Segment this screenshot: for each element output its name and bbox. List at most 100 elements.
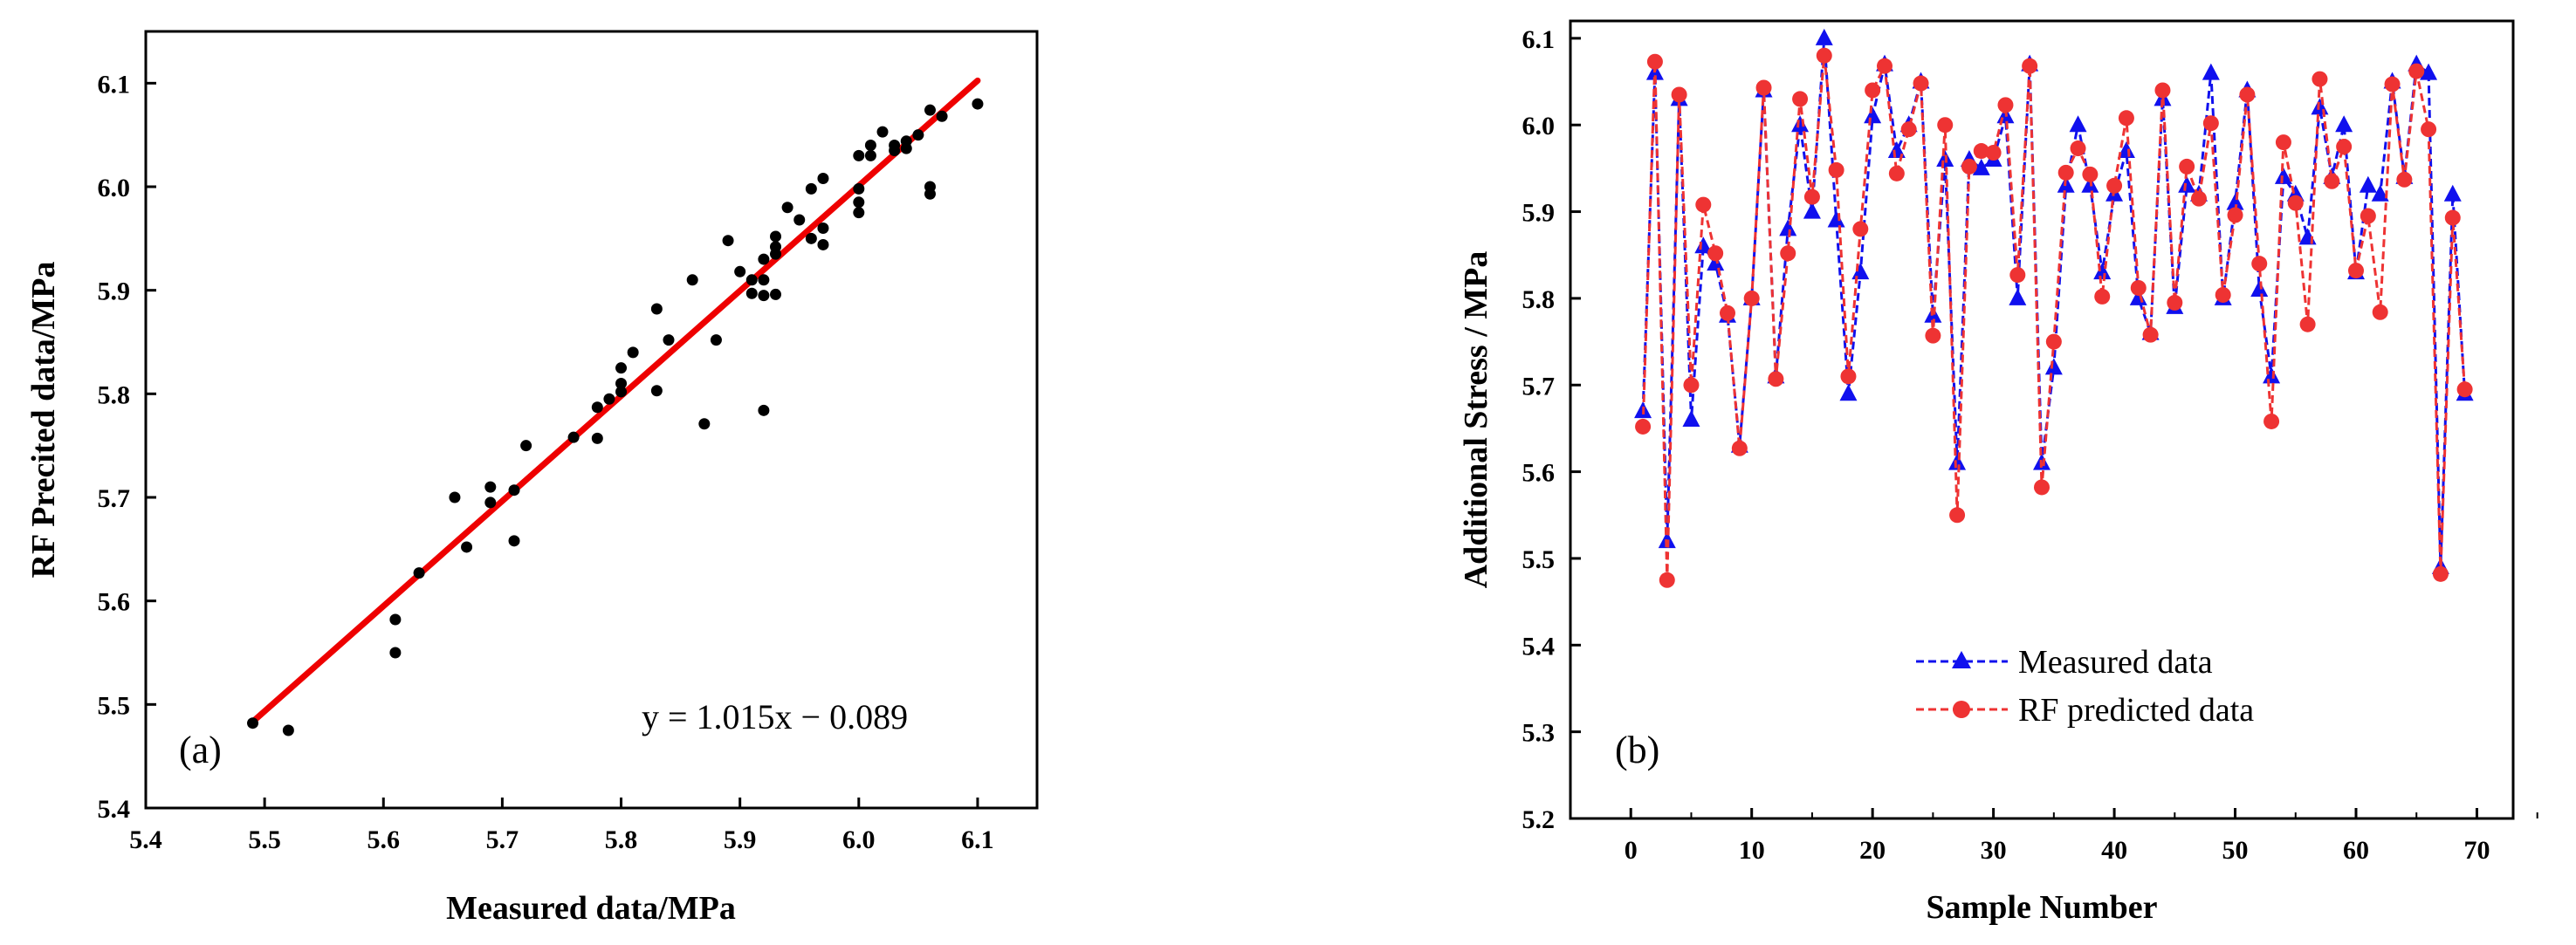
data-marker-circle	[1720, 305, 1735, 321]
scatter-point	[484, 481, 497, 493]
plot-frame	[1569, 19, 2515, 820]
x-tick-label: 5.5	[248, 825, 281, 854]
scatter-point	[686, 274, 698, 286]
panel-label: (b)	[1615, 729, 1659, 771]
scatter-point	[889, 144, 901, 156]
data-marker-triangle	[2359, 175, 2377, 193]
scatter-point	[853, 196, 865, 209]
data-marker-circle	[2045, 333, 2062, 350]
scatter-point	[650, 385, 663, 397]
x-tick-label: 30	[1981, 836, 2007, 865]
data-marker-circle	[2057, 164, 2074, 181]
data-marker-triangle	[2335, 115, 2353, 133]
data-marker-circle	[2106, 177, 2123, 194]
x-tick-label: 5.7	[486, 825, 519, 854]
scatter-point	[924, 188, 936, 200]
data-marker-triangle	[1948, 453, 1967, 470]
data-marker-circle	[2372, 304, 2388, 320]
scatter-point	[615, 386, 628, 398]
data-marker-triangle	[1972, 158, 1990, 175]
fit-line	[250, 77, 981, 725]
data-marker-circle	[1913, 75, 1929, 92]
y-tick-label: 5.2	[1522, 805, 1556, 834]
x-tick-label: 50	[2222, 836, 2249, 865]
data-marker-circle	[1671, 86, 1687, 103]
data-marker-circle	[2444, 209, 2461, 226]
x-tick-label: 70	[2463, 836, 2490, 865]
fit-equation: y = 1.015x − 0.089	[642, 697, 908, 736]
data-marker-circle	[2154, 82, 2171, 99]
data-marker-triangle	[1707, 254, 1725, 271]
data-marker-circle	[1937, 117, 1954, 134]
x-tick-label: 6.1	[961, 825, 994, 854]
series-line	[1641, 38, 2467, 567]
y-axis-ticks: 5.4 5.5 5.6 5.7 5.8 5.9 6.0 6.1	[98, 70, 156, 824]
data-marker-triangle	[2178, 175, 2196, 193]
scatter-point	[449, 491, 461, 503]
data-marker-circle	[1828, 161, 1844, 178]
scatter-point	[770, 288, 782, 300]
data-marker-circle	[2396, 171, 2413, 188]
scatter-point	[793, 214, 806, 226]
scatter-point	[615, 362, 628, 374]
series-predicted	[1635, 47, 2473, 588]
legend-label-measured: Measured data	[2018, 644, 2213, 681]
scatter-point	[389, 647, 402, 659]
line-panel: 0 10 20 30 40 50 60 70 5.2 5.3 5.4 5.5 5.6 5.7 5.8 5.9…	[1458, 19, 2538, 926]
scatter-point	[734, 265, 746, 277]
x-tick-label: 5.8	[605, 825, 638, 854]
data-marker-circle	[2312, 71, 2328, 87]
data-marker-circle	[2287, 195, 2304, 211]
data-marker-circle	[2275, 134, 2291, 151]
data-marker-circle	[1792, 91, 1809, 107]
scatter-point	[805, 232, 817, 244]
y-tick-label: 5.5	[1522, 545, 1556, 574]
scatter-point	[603, 393, 615, 405]
data-marker-triangle	[2250, 279, 2269, 297]
data-marker-circle	[2324, 173, 2340, 189]
scatter-point	[900, 142, 912, 154]
data-marker-circle	[2070, 140, 2086, 157]
data-marker-triangle	[1864, 106, 1882, 124]
x-tick-label: 40	[2101, 836, 2127, 865]
data-marker-triangle	[1815, 28, 1833, 45]
data-marker-circle	[1768, 371, 1784, 387]
data-marker-circle	[1707, 245, 1724, 262]
scatter-panel: 5.4 5.5 5.6 5.7 5.8 5.9 6.0 6.1 5.4 5.5 5.6 5.7 5.8…	[25, 30, 1039, 927]
data-marker-circle	[1865, 82, 1881, 99]
x-tick-label: 20	[1859, 836, 1886, 865]
data-marker-circle	[1659, 572, 1675, 588]
data-marker-circle	[2251, 256, 2268, 272]
data-marker-triangle	[1851, 263, 1870, 280]
scatter-point	[745, 287, 758, 299]
scatter-point	[508, 535, 520, 547]
data-marker-circle	[1925, 327, 1941, 344]
y-tick-label: 5.8	[98, 380, 131, 409]
scatter-point	[770, 230, 782, 243]
data-marker-circle	[2130, 279, 2147, 296]
data-marker-triangle	[1682, 410, 1700, 427]
scatter-point	[461, 541, 473, 553]
data-marker-circle	[2191, 190, 2207, 207]
data-marker-triangle	[2311, 98, 2329, 115]
data-marker-triangle	[1827, 210, 1845, 228]
scatter-point	[770, 248, 782, 260]
x-tick-label: 0	[1625, 836, 1638, 865]
data-marker-circle	[2336, 139, 2353, 155]
scatter-point	[853, 207, 865, 219]
data-marker-triangle	[1694, 236, 1713, 254]
scatter-point	[591, 401, 603, 414]
data-marker-circle	[1985, 145, 2002, 161]
scatter-point	[508, 484, 520, 496]
y-axis-label: RF Precited data/MPa	[25, 261, 62, 578]
panel-label: (a)	[179, 729, 222, 771]
y-tick-label: 6.1	[1522, 25, 1556, 54]
data-marker-circle	[2167, 294, 2183, 311]
y-tick-label: 5.9	[98, 277, 131, 306]
y-tick-label: 5.7	[98, 484, 131, 513]
data-marker-triangle	[2274, 167, 2292, 184]
legend-label-predicted: RF predicted data	[2018, 692, 2254, 729]
data-marker-circle	[2215, 286, 2231, 303]
data-marker-circle	[1646, 53, 1663, 70]
